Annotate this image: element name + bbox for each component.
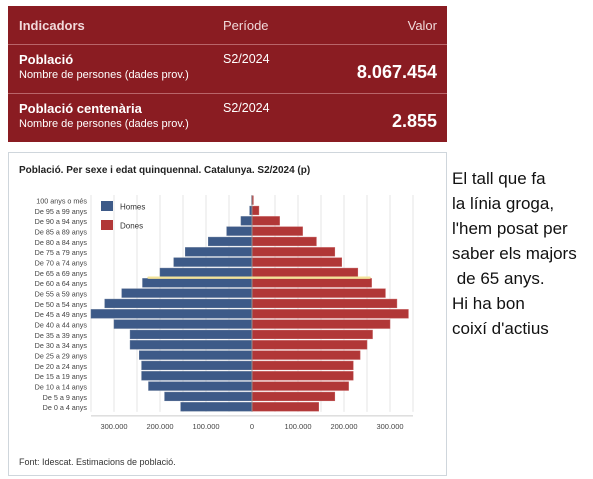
category-label: De 95 a 99 anys xyxy=(35,207,88,216)
bar-homes xyxy=(90,309,253,319)
header-value: Valor xyxy=(407,18,437,33)
indicator-row-centenarian: Població centenària Nombre de persones (… xyxy=(8,94,447,142)
bar-dones xyxy=(251,371,354,381)
category-label: De 60 a 64 anys xyxy=(35,279,88,288)
x-tick-label: 0 xyxy=(250,422,254,431)
indicator-value: 2.855 xyxy=(391,111,437,131)
indicator-period: S2/2024 xyxy=(223,101,270,115)
category-label: De 45 a 49 anys xyxy=(35,310,88,319)
note-line: l'hem posat per xyxy=(452,219,568,238)
category-label: De 5 a 9 anys xyxy=(43,393,88,402)
note-line: El tall que fa xyxy=(452,169,546,188)
x-tick-label: 100.000 xyxy=(192,422,219,431)
population-pyramid-chart: Població. Per sexe i edat quinquennal. C… xyxy=(8,152,447,476)
bar-homes xyxy=(226,226,253,236)
category-label: De 0 a 4 anys xyxy=(43,403,88,412)
bar-homes xyxy=(164,391,253,402)
category-label: De 40 a 44 anys xyxy=(35,320,88,329)
bar-dones xyxy=(251,226,303,236)
legend-label: Homes xyxy=(120,203,145,212)
bar-dones xyxy=(251,298,398,309)
bar-homes xyxy=(142,278,253,288)
category-label: De 10 a 14 anys xyxy=(35,382,88,391)
bar-homes xyxy=(173,257,253,267)
x-tick-label: 300.000 xyxy=(100,422,127,431)
bar-homes xyxy=(141,371,253,381)
bar-dones xyxy=(251,205,260,216)
bar-dones xyxy=(251,236,317,247)
category-label: De 20 a 24 anys xyxy=(35,362,88,371)
note-line: coixí d'actius xyxy=(452,319,549,338)
category-label: De 90 a 94 anys xyxy=(35,217,88,226)
bar-homes xyxy=(113,319,253,329)
indicators-table: Indicadors Període Valor Població Nombre… xyxy=(8,6,447,142)
bar-dones xyxy=(251,350,361,360)
category-label: De 25 a 29 anys xyxy=(35,351,88,360)
header-period: Període xyxy=(223,18,269,33)
category-label: De 15 a 19 anys xyxy=(35,372,88,381)
bar-dones xyxy=(251,247,336,257)
category-label: De 55 a 59 anys xyxy=(35,290,88,299)
header-indicator: Indicadors xyxy=(19,18,85,33)
chart-title: Població. Per sexe i edat quinquennal. C… xyxy=(19,165,311,176)
chart-source: Font: Idescat. Estimacions de població. xyxy=(19,457,176,467)
x-tick-label: 300.000 xyxy=(376,422,403,431)
bar-homes xyxy=(129,340,253,350)
category-label: De 35 a 39 anys xyxy=(35,331,88,340)
legend-swatch-homes xyxy=(101,201,113,211)
bar-homes xyxy=(180,402,253,412)
bar-dones xyxy=(251,216,280,226)
bar-dones xyxy=(251,288,386,298)
bar-dones xyxy=(251,381,349,391)
category-label: De 50 a 54 anys xyxy=(35,300,88,309)
category-label: De 75 a 79 anys xyxy=(35,248,88,257)
category-label: De 65 a 69 anys xyxy=(35,269,88,278)
note-line: Hi ha bon xyxy=(452,294,525,313)
indicator-name[interactable]: Població xyxy=(19,52,74,67)
note-line: saber els majors xyxy=(452,244,577,263)
x-tick-label: 200.000 xyxy=(146,422,173,431)
indicators-header: Indicadors Període Valor xyxy=(8,6,447,45)
bar-dones xyxy=(251,340,368,350)
x-tick-label: 100.000 xyxy=(284,422,311,431)
bar-homes xyxy=(159,267,253,278)
bar-dones xyxy=(251,257,342,267)
annotation-note: El tall que fa la línia groga, l'hem posat… xyxy=(452,166,592,341)
category-label: De 85 a 89 anys xyxy=(35,228,88,237)
bar-homes xyxy=(185,247,253,257)
x-tick-label: 200.000 xyxy=(330,422,357,431)
category-label: 100 anys o més xyxy=(36,197,87,206)
bar-dones xyxy=(251,319,391,329)
bar-homes xyxy=(121,288,253,298)
bar-homes xyxy=(139,350,253,360)
indicator-value: 8.067.454 xyxy=(356,62,437,82)
bar-dones xyxy=(251,329,373,340)
legend-swatch-dones xyxy=(101,220,113,230)
bar-dones xyxy=(251,267,359,278)
bar-dones xyxy=(251,402,319,412)
indicator-row-population: Població Nombre de persones (dades prov.… xyxy=(8,45,447,94)
bar-homes xyxy=(129,329,253,340)
note-line: de 65 anys. xyxy=(452,269,545,288)
indicator-description: Nombre de persones (dades prov.) xyxy=(19,69,189,81)
legend-label: Dones xyxy=(120,222,143,231)
bar-dones xyxy=(251,309,409,319)
indicator-period: S2/2024 xyxy=(223,52,270,66)
bar-dones xyxy=(251,391,336,402)
bar-dones xyxy=(251,278,372,288)
bar-homes xyxy=(240,216,253,226)
note-line: la línia groga, xyxy=(452,194,555,213)
indicator-description: Nombre de persones (dades prov.) xyxy=(19,118,189,130)
bar-homes xyxy=(104,298,253,309)
bar-homes xyxy=(141,360,253,371)
category-label: De 30 a 34 anys xyxy=(35,341,88,350)
bar-homes xyxy=(208,236,253,247)
category-label: De 70 a 74 anys xyxy=(35,259,88,268)
bar-dones xyxy=(251,360,354,371)
indicator-name[interactable]: Població centenària xyxy=(19,101,142,116)
category-label: De 80 a 84 anys xyxy=(35,238,88,247)
bar-homes xyxy=(148,381,253,391)
